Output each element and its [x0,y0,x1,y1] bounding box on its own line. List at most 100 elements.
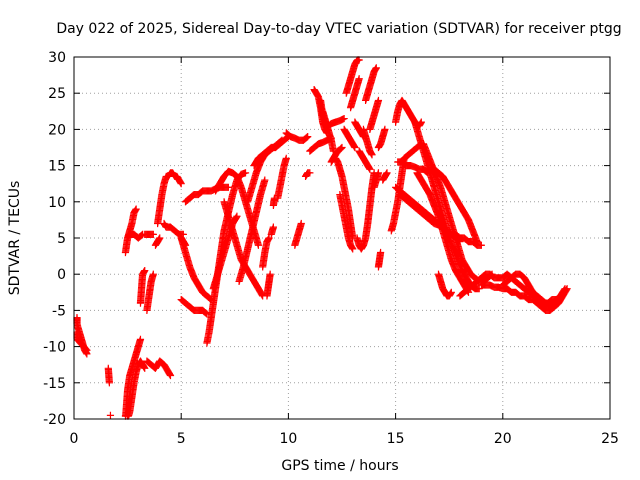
series-arc-55 [387,140,425,235]
data-point [106,411,115,419]
series-arc-33 [291,219,305,249]
series-arc-48 [359,125,376,159]
series-arc-63 [430,165,481,246]
series-arc-15 [160,219,187,238]
series-arc-09 [124,230,147,242]
series-arc-03 [104,364,113,387]
data-point [136,335,145,343]
data-point [138,231,146,239]
series-arc-24 [235,176,269,286]
data-point [355,56,363,64]
series-arc-49 [361,64,380,105]
data-point [105,379,113,387]
data-point [166,371,175,380]
data-point [83,346,91,354]
series-arc-06 [124,357,149,420]
data-point [132,205,140,213]
series-arc-42 [340,125,359,152]
data-point [376,248,385,257]
data-point [177,180,185,188]
data-point [82,345,90,353]
data-point [473,238,481,246]
y-tick-labels: -20 -15 -10 -5 0 5 10 15 20 25 30 [43,50,66,428]
data-point [340,114,348,123]
data-point [233,212,241,220]
y-axis-label: SDTVAR / TECUs [7,181,23,296]
y-tick-label: 15 [48,159,66,175]
data-point [560,286,568,294]
data-point [232,213,240,221]
y-tick-label: -20 [43,412,66,428]
data-point [224,183,232,191]
data-point [282,154,290,162]
series-arc-54 [379,169,391,184]
data-point [265,234,273,242]
series-arc-38 [319,107,338,155]
y-tick-label: -5 [52,303,66,319]
data-point [266,270,274,278]
series-arc-31 [274,154,290,202]
data-point [141,364,149,372]
series-arc-14 [154,169,185,228]
data-point [355,75,363,83]
series-arc-04 [106,411,115,419]
series-arc-68 [531,285,569,307]
series-arc-29 [267,223,277,238]
series-arc-62 [419,140,496,286]
data-point [254,241,262,249]
data-point [561,285,569,293]
data-point [306,169,314,177]
data-point [417,118,425,126]
series-arc-41 [336,190,357,253]
data-point [241,169,250,177]
series-arc-32 [282,129,312,144]
series-arc-61 [413,169,473,296]
data-point [156,234,164,242]
series-arc-28 [263,270,274,300]
series-arc-02 [73,328,91,354]
x-tick-labels: 0 5 10 15 20 25 [70,431,619,447]
data-point [383,169,391,177]
series-arc-53 [374,248,385,271]
data-point [338,143,346,152]
data-point [337,144,345,152]
data-point [374,96,383,105]
series-arc-52 [374,125,389,152]
series-arc-13 [151,234,164,249]
series-arc-58 [394,158,432,177]
data-point [477,241,485,249]
x-tick-label: 10 [279,431,297,447]
y-tick-label: 0 [57,267,66,283]
data-point [372,64,380,72]
data-point [304,133,312,141]
data-point [141,266,149,275]
data-point [179,230,187,238]
data-point [447,288,455,296]
data-point [269,223,277,231]
data-point [374,169,383,177]
y-tick-label: -10 [43,340,66,356]
series-arc-34 [301,169,314,181]
y-tick-label: 25 [48,86,66,102]
data-point [368,151,376,159]
x-tick-label: 5 [177,431,186,447]
data-point [351,143,359,152]
data-point [149,270,157,278]
series-arc-43 [342,56,363,97]
x-axis-label: GPS time / hours [281,458,398,474]
series-arc-10 [136,266,149,307]
y-tick-label: -15 [43,376,66,392]
data-point [297,219,305,228]
data-point [303,133,311,141]
data-point [149,230,157,238]
series-arc-51 [370,169,383,191]
y-tick-label: 10 [48,195,66,211]
y-tick-label: 5 [57,231,66,247]
data-point [202,309,210,317]
data-point [349,245,357,253]
series-arc-27 [259,234,273,271]
series-arc-07 [143,357,175,380]
series-arc-20 [203,169,250,347]
